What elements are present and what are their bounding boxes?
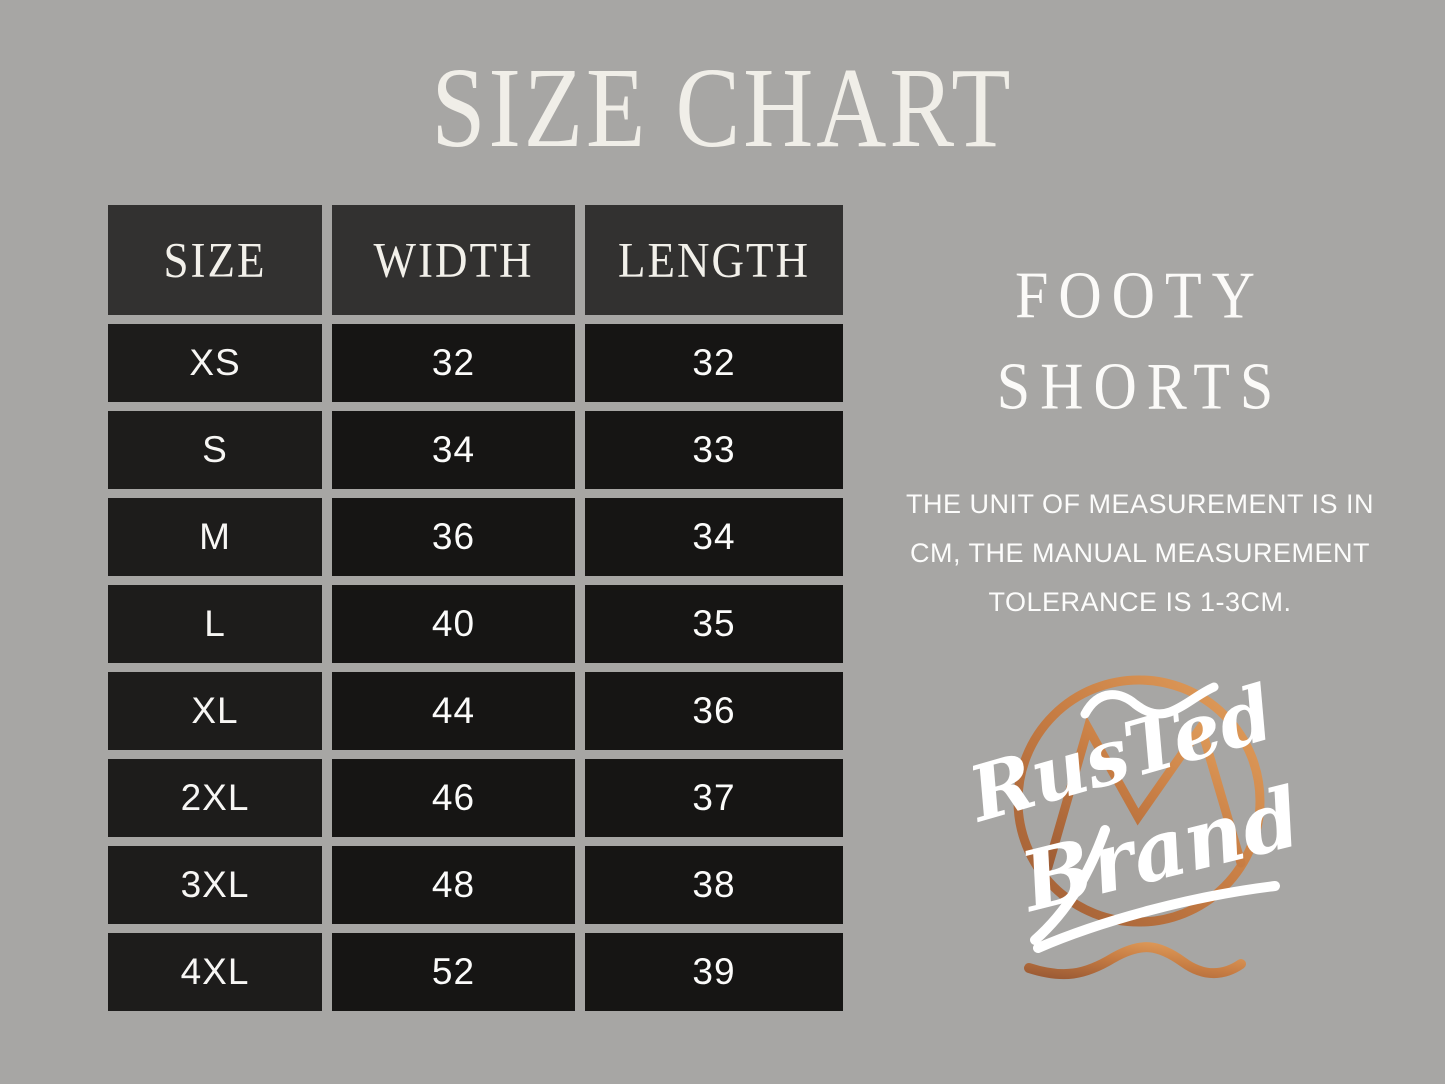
logo-underline-swoosh [1033, 881, 1280, 953]
table-cell-length-4xl: 39 [585, 933, 843, 1011]
logo-circle [1013, 675, 1265, 927]
table-cell-length-l: 35 [585, 585, 843, 663]
measurement-note-line3: TOLERANCE IS 1-3CM. [988, 587, 1292, 617]
longhorn-horns-icon [1080, 682, 1219, 719]
table-cell-size-l: L [108, 585, 322, 663]
column-header-length-label: LENGTH [618, 232, 810, 288]
column-header-size-label: SIZE [163, 232, 267, 288]
column-header-length: LENGTH [585, 205, 843, 315]
table-cell-width-xl: 44 [332, 672, 575, 750]
column-header-size: SIZE [108, 205, 322, 315]
table-cell-length-xs: 32 [585, 324, 843, 402]
table-cell-length-2xl: 37 [585, 759, 843, 837]
logo-brand-tail-stroke [1030, 825, 1110, 945]
measurement-note: THE UNIT OF MEASUREMENT IS IN CM, THE MA… [878, 480, 1402, 627]
product-title-line2: SHORTS [996, 348, 1284, 423]
table-cell-size-4xl: 4XL [108, 933, 322, 1011]
table-cell-length-m: 34 [585, 498, 843, 576]
product-title-line1: FOOTY [1014, 257, 1265, 332]
table-cell-width-4xl: 52 [332, 933, 575, 1011]
table-cell-size-3xl: 3XL [108, 846, 322, 924]
page-title: SIZE CHART [431, 44, 1014, 171]
size-table: SIZE WIDTH LENGTH XS 32 32 S 34 33 M 36 … [108, 205, 843, 1011]
table-cell-width-m: 36 [332, 498, 575, 576]
table-cell-width-s: 34 [332, 411, 575, 489]
table-cell-width-xs: 32 [332, 324, 575, 402]
table-cell-length-s: 33 [585, 411, 843, 489]
product-title: FOOTY SHORTS [905, 250, 1375, 432]
table-cell-length-3xl: 38 [585, 846, 843, 924]
column-header-width: WIDTH [332, 205, 575, 315]
table-cell-width-2xl: 46 [332, 759, 575, 837]
table-cell-length-xl: 36 [585, 672, 843, 750]
measurement-note-line1: THE UNIT OF MEASUREMENT IS IN [905, 489, 1375, 519]
table-cell-size-xs: XS [108, 324, 322, 402]
column-header-width-label: WIDTH [373, 232, 534, 288]
logo-monogram-m [1043, 716, 1246, 872]
rusted-brand-logo: RusTed Brand [973, 668, 1310, 980]
table-cell-size-s: S [108, 411, 322, 489]
measurement-note-line2: CM, THE MANUAL MEASUREMENT [909, 538, 1371, 568]
table-cell-size-2xl: 2XL [108, 759, 322, 837]
table-cell-width-l: 40 [332, 585, 575, 663]
table-cell-size-m: M [108, 498, 322, 576]
table-cell-width-3xl: 48 [332, 846, 575, 924]
logo-wave-icon [1024, 942, 1246, 980]
table-cell-size-xl: XL [108, 672, 322, 750]
